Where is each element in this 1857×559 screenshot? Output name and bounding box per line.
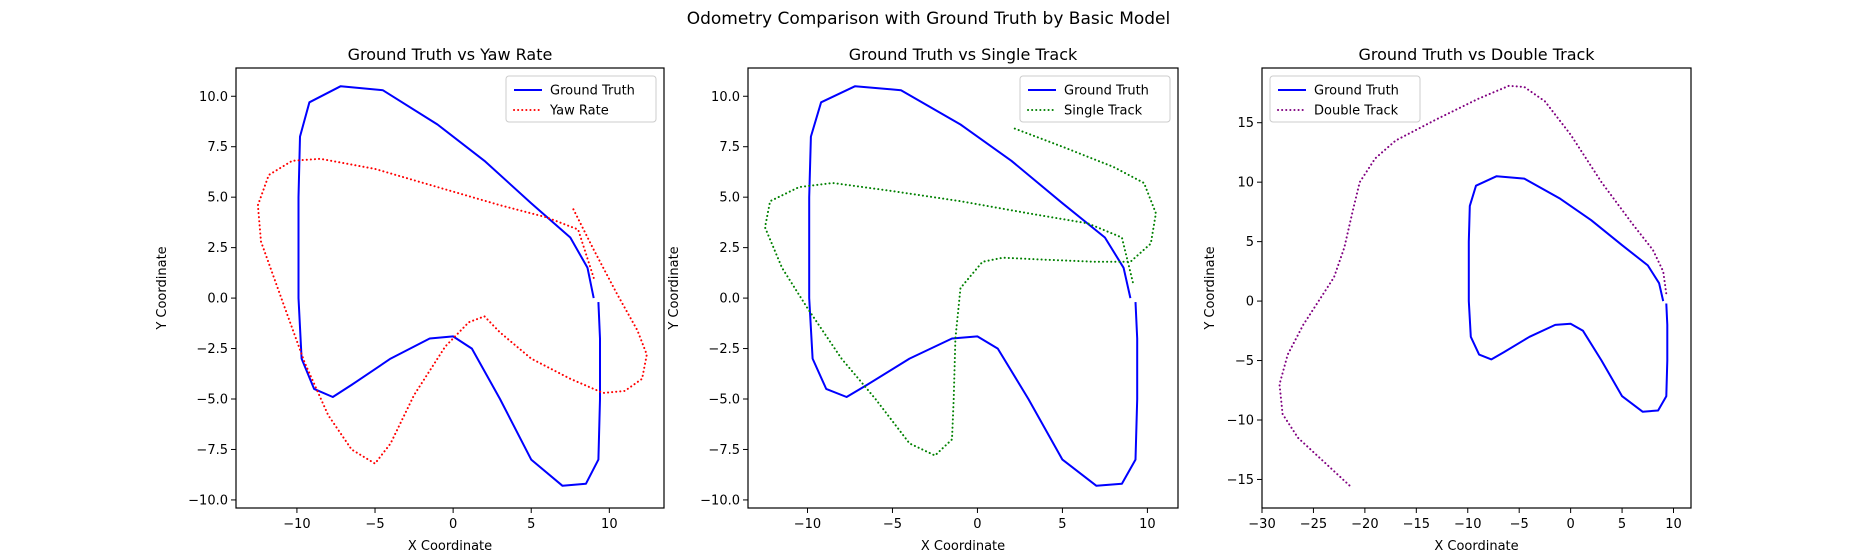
legend-label: Single Track xyxy=(1064,104,1143,119)
y-tick-label: 10.0 xyxy=(199,90,228,105)
legend: Ground Truth Yaw Rate xyxy=(505,75,657,123)
x-tick-label: −5 xyxy=(883,517,902,532)
axes-frame xyxy=(235,67,665,509)
x-tick-label: 0 xyxy=(1566,517,1574,532)
y-tick-label: 0 xyxy=(1246,295,1254,310)
y-tick-label: −15 xyxy=(1227,473,1254,488)
x-tick-label: −30 xyxy=(1248,517,1275,532)
x-tick-label: −10 xyxy=(283,517,310,532)
axes-frame xyxy=(747,67,1179,509)
legend-label: Ground Truth xyxy=(1064,84,1149,99)
y-tick-label: −2.5 xyxy=(196,342,228,357)
x-tick-label: 5 xyxy=(1058,517,1066,532)
panel-1: −10 −5 0 5 10 −10.0 −7.5 −5.0 −2.5 0.0 2.5 5.0 7.5 10… xyxy=(155,45,665,554)
x-tick-label: −5 xyxy=(1510,517,1529,532)
x-tick-label: 10 xyxy=(601,517,618,532)
figure-suptitle: Odometry Comparison with Ground Truth by… xyxy=(687,9,1171,29)
x-tick-label: −15 xyxy=(1403,517,1430,532)
panel-3: −30 −25 −20 −15 −10 −5 0 5 10 −15 −10 −5 0 5 10 15 Groun… xyxy=(1203,45,1692,554)
y-tick-label: 7.5 xyxy=(207,140,228,155)
y-tick-label: 0.0 xyxy=(719,292,740,307)
legend-label: Ground Truth xyxy=(550,84,635,99)
series-line-ground-truth xyxy=(1467,175,1669,413)
x-tick-label: −10 xyxy=(794,517,821,532)
legend: Ground Truth Double Track xyxy=(1269,75,1421,123)
y-tick-label: −7.5 xyxy=(196,443,228,458)
y-tick-label: 2.5 xyxy=(207,241,228,256)
x-tick-label: 0 xyxy=(973,517,981,532)
y-axis-label: Y Coordinate xyxy=(155,246,170,330)
x-tick-label: −5 xyxy=(365,517,384,532)
panel-title: Ground Truth vs Double Track xyxy=(1358,45,1595,64)
legend-box xyxy=(505,75,657,123)
x-tick-label: 10 xyxy=(1665,517,1682,532)
legend-label: Ground Truth xyxy=(1314,84,1399,99)
y-tick-label: −10.0 xyxy=(188,493,228,508)
panel-title: Ground Truth vs Yaw Rate xyxy=(348,45,553,64)
y-tick-label: 15 xyxy=(1237,116,1254,131)
legend-label: Double Track xyxy=(1314,104,1399,119)
y-tick-label: −2.5 xyxy=(708,342,740,357)
legend-box xyxy=(1019,75,1171,123)
y-tick-label: 10 xyxy=(1237,176,1254,191)
series-line-yaw-rate xyxy=(256,157,648,465)
y-tick-label: 5.0 xyxy=(207,191,228,206)
x-tick-label: 5 xyxy=(527,517,535,532)
y-tick-label: −7.5 xyxy=(708,443,740,458)
y-tick-label: 5.0 xyxy=(719,191,740,206)
x-axis-label: X Coordinate xyxy=(408,539,492,554)
y-tick-label: −5.0 xyxy=(196,393,228,408)
x-tick-label: 0 xyxy=(449,517,457,532)
x-tick-label: −25 xyxy=(1300,517,1327,532)
panel-title: Ground Truth vs Single Track xyxy=(849,45,1078,64)
y-tick-label: 2.5 xyxy=(719,241,740,256)
panel-2: −10 −5 0 5 10 −10.0 −7.5 −5.0 −2.5 0.0 2.5 5.0 7.5 10… xyxy=(667,45,1179,554)
legend-box xyxy=(1269,75,1421,123)
series-line-ground-truth xyxy=(297,85,601,487)
y-tick-label: 7.5 xyxy=(719,140,740,155)
y-tick-label: −10.0 xyxy=(700,493,740,508)
legend-label: Yaw Rate xyxy=(549,104,609,119)
y-tick-label: 10.0 xyxy=(711,90,740,105)
x-axis-label: X Coordinate xyxy=(921,539,1005,554)
y-axis-label: Y Coordinate xyxy=(1203,246,1218,330)
axes-frame xyxy=(1261,67,1692,509)
y-tick-label: 5 xyxy=(1246,235,1254,250)
y-axis-label: Y Coordinate xyxy=(667,246,682,330)
x-tick-label: −20 xyxy=(1351,517,1378,532)
x-tick-label: 10 xyxy=(1139,517,1156,532)
y-tick-label: 0.0 xyxy=(207,292,228,307)
y-tick-label: −10 xyxy=(1227,414,1254,429)
x-axis-label: X Coordinate xyxy=(1434,539,1518,554)
series-line-ground-truth xyxy=(808,85,1139,487)
series-line-single-track xyxy=(764,127,1157,457)
legend: Ground Truth Single Track xyxy=(1019,75,1171,123)
series-line-double-track xyxy=(1278,84,1668,487)
x-tick-label: −10 xyxy=(1454,517,1481,532)
x-tick-label: 5 xyxy=(1618,517,1626,532)
y-tick-label: −5.0 xyxy=(708,393,740,408)
y-tick-label: −5 xyxy=(1235,354,1254,369)
